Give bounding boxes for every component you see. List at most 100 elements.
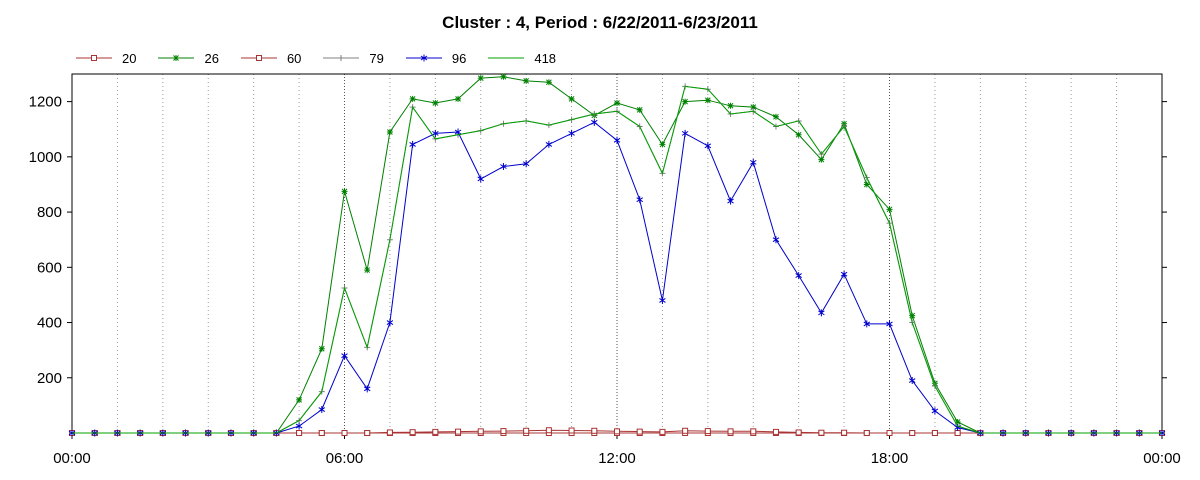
data-point <box>477 175 485 183</box>
data-point <box>614 99 620 106</box>
series-96 <box>68 118 1166 437</box>
data-point <box>614 428 620 435</box>
legend-swatch <box>405 54 442 62</box>
x-tick-label: 06:00 <box>326 450 364 467</box>
chart-legend: 20 26 60 79 96 418 <box>76 49 578 67</box>
y-tick-label: 400 <box>37 315 62 332</box>
legend-swatch-marker <box>338 55 345 61</box>
data-point <box>591 427 598 434</box>
data-point <box>318 406 326 414</box>
data-point <box>954 418 961 425</box>
y-tick-label: 200 <box>37 370 62 387</box>
data-point <box>931 430 938 436</box>
legend-item: 26 <box>158 50 219 66</box>
data-point <box>364 430 371 436</box>
data-point <box>545 140 553 148</box>
data-point <box>772 236 780 244</box>
data-point <box>386 429 393 436</box>
data-point <box>318 430 325 436</box>
data-point <box>500 73 507 80</box>
data-point <box>636 196 643 204</box>
data-point <box>704 97 711 104</box>
data-point <box>886 430 893 436</box>
chart-title: Cluster : 4, Period : 6/22/2011-6/23/201… <box>442 13 758 32</box>
data-point <box>909 312 916 319</box>
data-point <box>750 104 757 111</box>
grid <box>116 74 1118 433</box>
legend-label: 20 <box>122 50 137 66</box>
data-point <box>432 99 439 106</box>
data-point <box>863 181 870 188</box>
data-point <box>500 163 507 171</box>
series-418 <box>72 85 1162 434</box>
data-point <box>295 422 303 430</box>
legend-label: 96 <box>451 50 467 66</box>
data-point <box>818 309 825 317</box>
data-point <box>568 95 575 102</box>
data-point <box>386 128 393 135</box>
data-point <box>523 77 530 84</box>
y-tick-label: 1200 <box>29 94 62 111</box>
data-point <box>500 428 507 435</box>
data-point <box>568 129 575 137</box>
data-point <box>727 428 734 435</box>
data-point <box>750 428 757 435</box>
data-point <box>659 296 666 304</box>
data-point <box>863 430 870 436</box>
legend-swatch <box>240 55 277 61</box>
data-point <box>545 79 552 86</box>
legend-swatch-marker <box>420 54 428 62</box>
data-point <box>818 156 825 163</box>
data-point <box>727 102 734 109</box>
data-point <box>318 345 325 352</box>
legend-label: 79 <box>369 50 384 66</box>
x-axis: 00:00 06:00 12:00 18:00 00:00 <box>53 433 1181 467</box>
data-point <box>954 423 961 431</box>
data-point <box>545 427 552 434</box>
legend-label: 60 <box>286 50 302 66</box>
data-point <box>432 428 439 435</box>
data-point <box>659 428 666 435</box>
data-point <box>795 429 802 436</box>
data-point <box>909 430 916 436</box>
data-point <box>908 377 916 385</box>
legend-swatch-marker <box>173 55 180 61</box>
data-point <box>477 75 484 82</box>
y-tick-label: 1000 <box>29 149 62 166</box>
legend-swatch <box>323 55 360 61</box>
data-point <box>364 267 371 274</box>
x-tick-label: 18:00 <box>871 450 909 467</box>
data-point <box>795 272 802 280</box>
data-point <box>296 430 303 436</box>
x-tick-label: 00:00 <box>53 450 91 467</box>
data-point <box>409 429 416 436</box>
data-point <box>636 106 643 113</box>
y-tick-label: 800 <box>37 204 62 221</box>
x-tick-label: 00:00 <box>1143 450 1181 467</box>
legend-item: 60 <box>240 50 302 66</box>
legend-swatch-marker <box>91 55 97 61</box>
legend-item: 96 <box>405 50 467 66</box>
data-point <box>363 385 371 393</box>
x-tick-label: 12:00 <box>598 450 636 467</box>
data-point <box>455 95 462 102</box>
data-point <box>818 429 825 436</box>
plot-frame <box>71 73 1163 434</box>
data-point <box>931 407 939 415</box>
legend-item: 79 <box>323 50 384 66</box>
data-point <box>477 428 484 435</box>
data-point <box>841 429 848 436</box>
legend-label: 26 <box>204 50 219 66</box>
data-point <box>886 206 893 213</box>
data-point <box>682 427 689 434</box>
data-point <box>432 129 439 137</box>
data-point <box>341 188 348 195</box>
data-point <box>409 140 416 148</box>
legend-swatch-marker <box>255 55 262 61</box>
data-point <box>568 427 575 434</box>
legend-swatch <box>158 55 195 61</box>
data-point <box>613 136 621 144</box>
y-axis: 200 400 600 800 1000 1200 <box>29 94 1167 387</box>
y-tick-label: 600 <box>37 259 62 276</box>
data-point <box>522 160 530 168</box>
